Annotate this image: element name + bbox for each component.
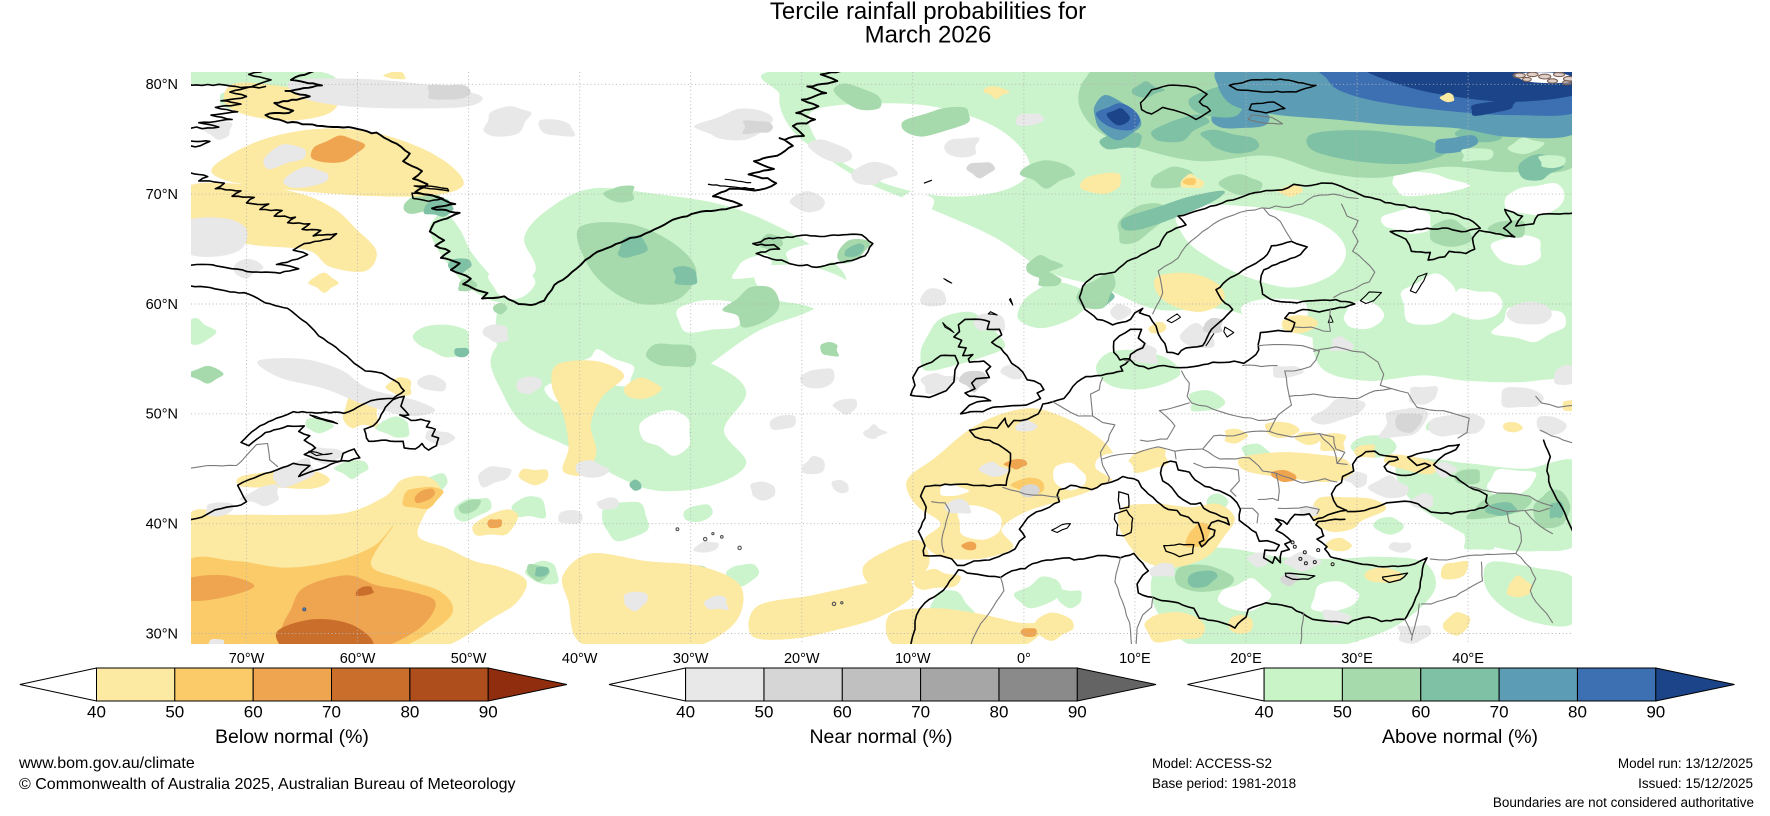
svg-text:Model run: 13/12/2025: Model run: 13/12/2025 [1618, 756, 1753, 771]
svg-text:80°N: 80°N [146, 77, 178, 93]
svg-text:March 2026: March 2026 [865, 22, 992, 49]
svg-text:50: 50 [755, 703, 774, 722]
svg-text:Near normal (%): Near normal (%) [809, 726, 952, 748]
svg-text:40°W: 40°W [562, 651, 598, 667]
svg-text:40: 40 [1255, 703, 1274, 722]
svg-text:60°W: 60°W [340, 651, 376, 667]
svg-text:Boundaries are not considered: Boundaries are not considered authoritat… [1493, 795, 1754, 810]
svg-text:Base period: 1981-2018: Base period: 1981-2018 [1152, 776, 1296, 791]
svg-text:50°W: 50°W [451, 651, 487, 667]
svg-text:40: 40 [676, 703, 695, 722]
svg-text:30°N: 30°N [146, 626, 178, 642]
svg-text:20°W: 20°W [784, 651, 820, 667]
svg-text:Issued: 15/12/2025: Issued: 15/12/2025 [1638, 776, 1753, 791]
svg-text:10°E: 10°E [1119, 651, 1151, 667]
svg-text:www.bom.gov.au/climate: www.bom.gov.au/climate [18, 755, 195, 772]
svg-text:20°E: 20°E [1230, 651, 1262, 667]
svg-text:80: 80 [400, 703, 419, 722]
svg-text:60: 60 [833, 703, 852, 722]
svg-text:Below normal (%): Below normal (%) [215, 726, 369, 748]
svg-text:Tercile rainfall probabilities: Tercile rainfall probabilities for [770, 0, 1086, 25]
svg-text:90: 90 [479, 703, 498, 722]
svg-text:Model: ACCESS-S2: Model: ACCESS-S2 [1152, 756, 1272, 771]
svg-text:40: 40 [87, 703, 106, 722]
svg-text:30°E: 30°E [1341, 651, 1373, 667]
svg-text:60: 60 [244, 703, 263, 722]
svg-text:50: 50 [165, 703, 184, 722]
svg-text:60: 60 [1411, 703, 1430, 722]
svg-text:70: 70 [911, 703, 930, 722]
svg-text:40°E: 40°E [1452, 651, 1484, 667]
svg-text:50°N: 50°N [146, 407, 178, 423]
svg-text:50: 50 [1333, 703, 1352, 722]
svg-text:80: 80 [1568, 703, 1587, 722]
svg-text:0°: 0° [1017, 651, 1031, 667]
svg-text:30°W: 30°W [673, 651, 709, 667]
svg-text:Above normal (%): Above normal (%) [1382, 726, 1538, 748]
svg-text:90: 90 [1068, 703, 1087, 722]
svg-text:70: 70 [322, 703, 341, 722]
svg-text:70°N: 70°N [146, 187, 178, 203]
svg-text:60°N: 60°N [146, 297, 178, 313]
svg-text:90: 90 [1646, 703, 1665, 722]
svg-text:70: 70 [1490, 703, 1509, 722]
svg-text:80: 80 [990, 703, 1009, 722]
svg-text:10°W: 10°W [895, 651, 931, 667]
svg-text:© Commonwealth of Australia 20: © Commonwealth of Australia 2025, Austra… [19, 776, 516, 793]
svg-text:70°W: 70°W [229, 651, 265, 667]
svg-text:40°N: 40°N [146, 517, 178, 533]
